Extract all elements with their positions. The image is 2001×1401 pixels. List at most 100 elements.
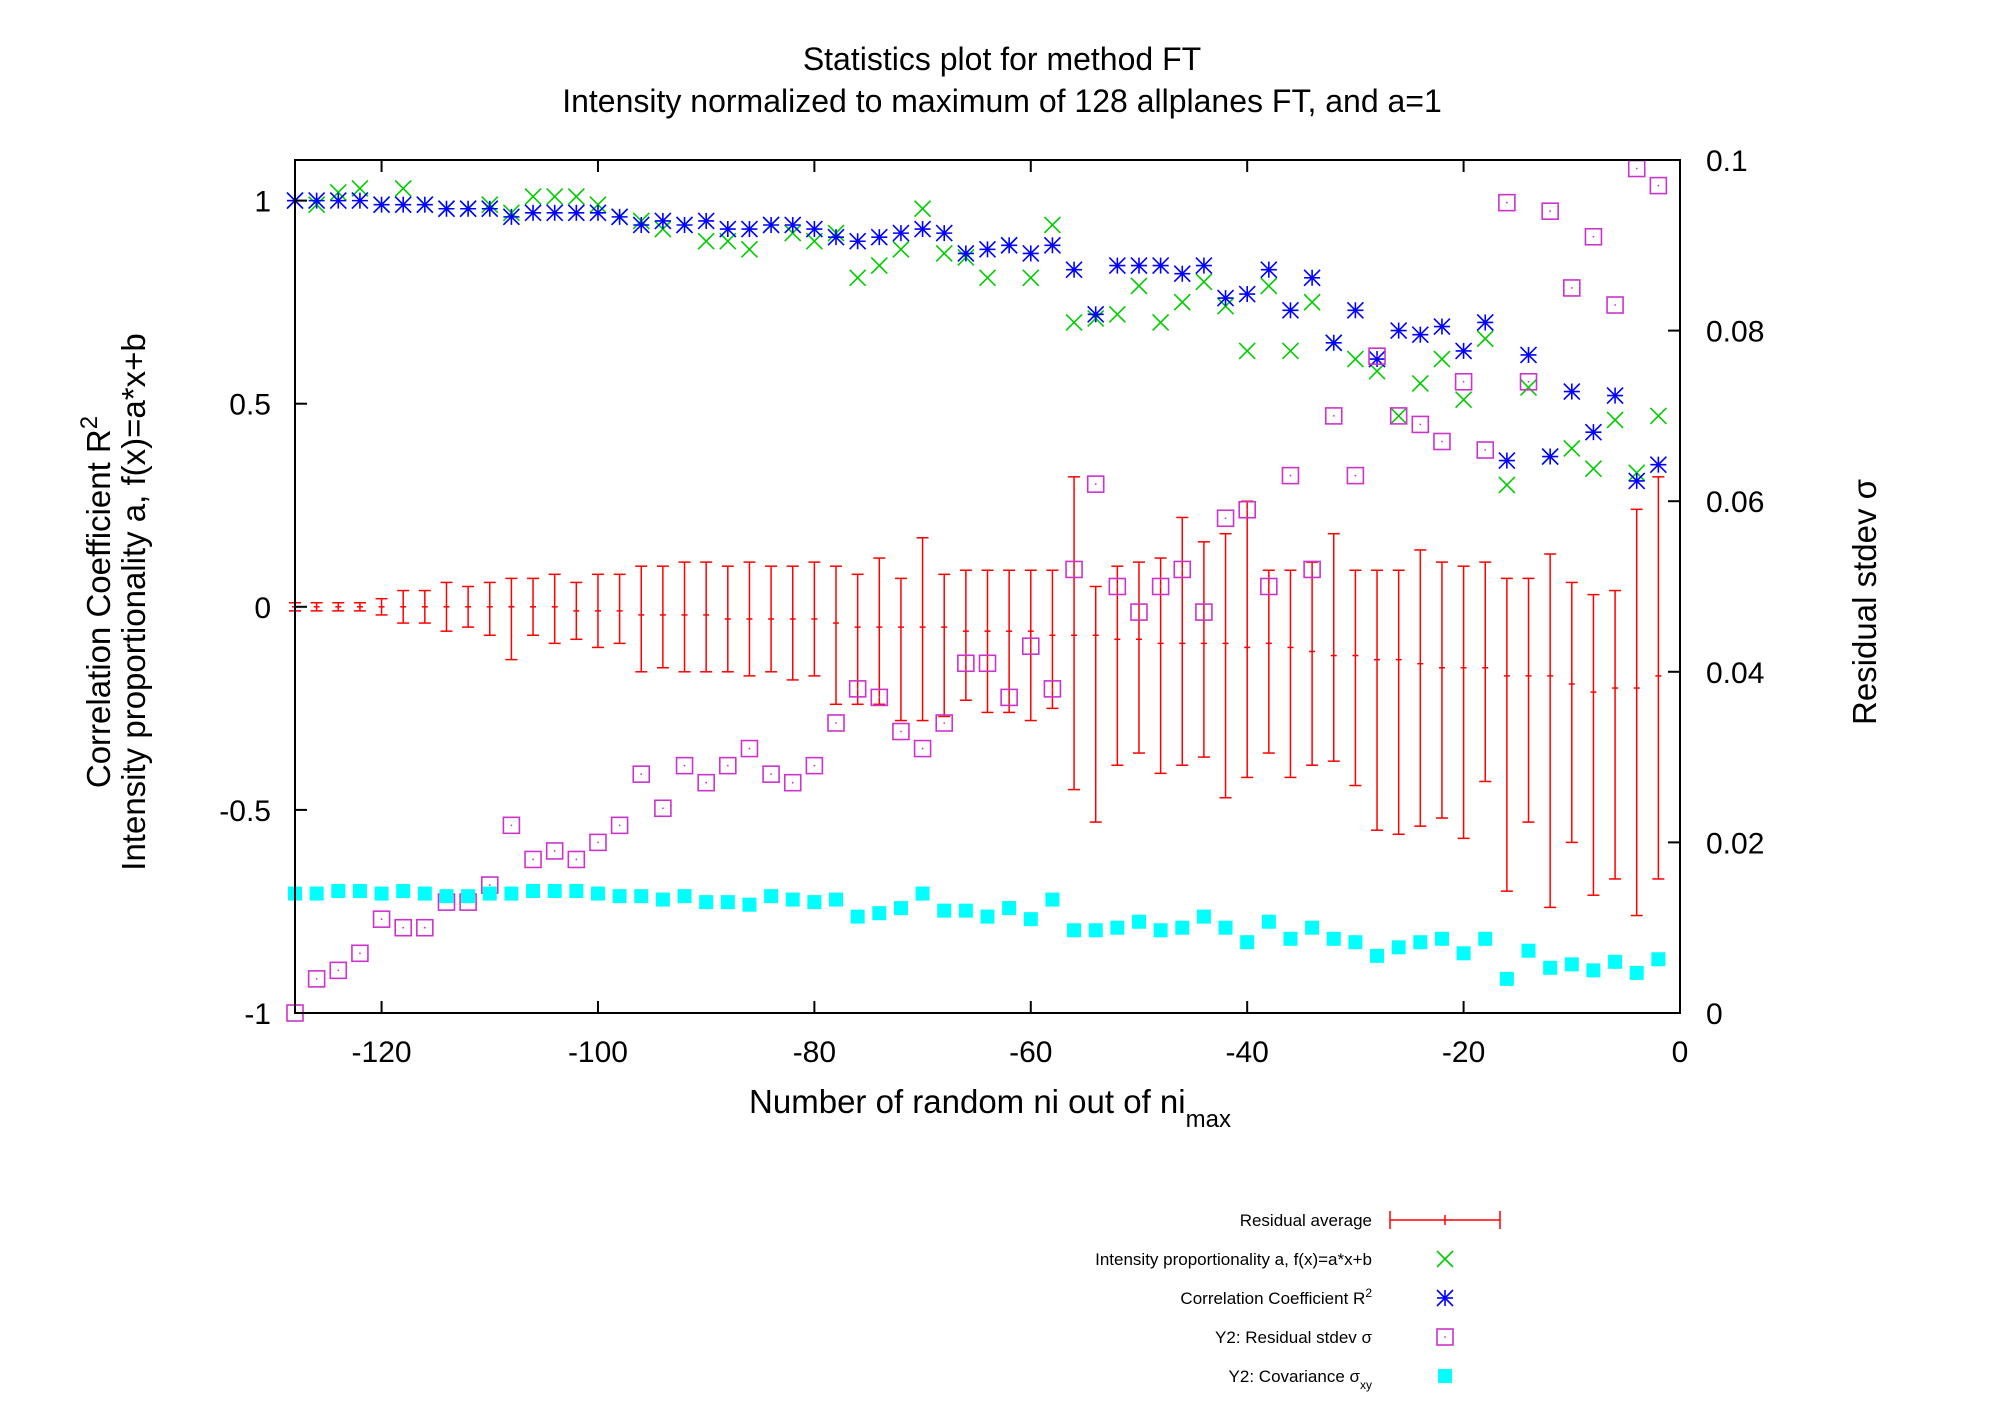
data-point [1478, 931, 1493, 946]
data-point [1368, 362, 1386, 380]
data-point [1564, 957, 1579, 972]
data-point [742, 897, 757, 912]
data-point [740, 739, 759, 758]
data-point [957, 244, 975, 262]
series-3 [286, 192, 1667, 490]
data-point [785, 892, 800, 907]
legend-symbol [1436, 1289, 1454, 1307]
data-point [677, 889, 692, 904]
data-point [567, 187, 585, 206]
data-point [1131, 914, 1146, 929]
y2-tick-label: 0.1 [1706, 145, 1748, 178]
errorbar-point [462, 585, 475, 628]
errorbar-point [483, 581, 496, 636]
errorbar-point [1262, 569, 1275, 754]
data-point [1434, 931, 1449, 946]
data-point [589, 196, 607, 214]
errorbar-point [894, 577, 907, 722]
data-point [634, 889, 649, 904]
data-point [1454, 372, 1473, 391]
data-point [850, 909, 865, 924]
data-point [1303, 293, 1321, 311]
data-point [351, 192, 369, 210]
y2-tick-label: 0 [1706, 998, 1723, 1031]
data-point [1346, 350, 1364, 368]
series-4 [286, 159, 1668, 1022]
data-point [870, 228, 888, 246]
data-point [329, 192, 347, 210]
data-point [502, 816, 521, 835]
errorbar-point [1630, 508, 1643, 917]
errorbar-point [873, 557, 886, 706]
series-5 [288, 884, 1666, 986]
y-tick-label: 0 [254, 592, 271, 625]
errorbar-point [765, 565, 778, 673]
data-point [1281, 342, 1300, 360]
data-point [1173, 560, 1192, 579]
errorbar-point [1414, 549, 1427, 827]
data-point [569, 884, 584, 899]
data-point [1238, 500, 1256, 519]
legend-symbol [1438, 1369, 1452, 1383]
errorbar-point [1111, 565, 1124, 766]
data-point [848, 680, 867, 698]
errorbar-point [1457, 565, 1470, 840]
data-point [937, 903, 952, 918]
data-point [1002, 901, 1017, 916]
data-point [1628, 472, 1646, 490]
data-point [1108, 577, 1127, 596]
data-point [1216, 509, 1235, 528]
data-point [504, 886, 519, 901]
data-point [1433, 317, 1451, 336]
data-point [1240, 935, 1255, 950]
data-point [1649, 176, 1668, 195]
errorbar-point [332, 601, 345, 612]
data-point [352, 884, 367, 899]
data-point [1649, 407, 1667, 425]
y-tick-label: 0.5 [229, 389, 271, 422]
data-point [1390, 322, 1408, 340]
data-point [612, 889, 627, 904]
data-point [1216, 289, 1235, 307]
data-point [1389, 407, 1408, 425]
errorbar-point [548, 573, 561, 645]
data-point [1521, 943, 1536, 958]
data-point [762, 765, 780, 783]
data-point [481, 200, 499, 218]
errorbar-point [916, 537, 929, 722]
errorbar-point [505, 577, 518, 661]
data-point [1346, 466, 1365, 485]
data-point [1238, 285, 1256, 303]
data-point [1281, 301, 1300, 319]
data-point [915, 886, 930, 901]
data-point [1281, 466, 1300, 485]
data-point [720, 895, 735, 910]
data-point [459, 200, 477, 218]
series-1 [289, 476, 1665, 917]
data-point [437, 200, 456, 218]
data-point [870, 688, 889, 707]
x-tick-label: -80 [793, 1036, 836, 1069]
data-point [632, 765, 651, 783]
data-point [1108, 305, 1126, 323]
data-point [1088, 923, 1103, 938]
data-point [675, 756, 694, 775]
errorbar-point [613, 573, 626, 645]
data-point [308, 192, 326, 210]
data-point [1433, 350, 1451, 368]
data-point [1608, 954, 1623, 969]
errorbar-point [678, 561, 691, 673]
data-point [1238, 342, 1256, 360]
data-point [524, 187, 542, 206]
data-point [697, 232, 715, 250]
plot-frame [294, 159, 1681, 1014]
data-point [610, 816, 629, 835]
legend-label: Y2: Residual stdev σ [1215, 1328, 1372, 1347]
y-axis-label-secondary: Intensity proportionality a, f(x)=a*x+b [115, 333, 152, 870]
errorbar-point [981, 569, 994, 714]
data-point [1325, 334, 1343, 352]
data-point [1326, 931, 1341, 946]
data-point [1346, 301, 1364, 319]
legend: Residual average Intensity proportionalit… [1095, 1211, 1501, 1392]
legend-symbol [1436, 1250, 1454, 1268]
